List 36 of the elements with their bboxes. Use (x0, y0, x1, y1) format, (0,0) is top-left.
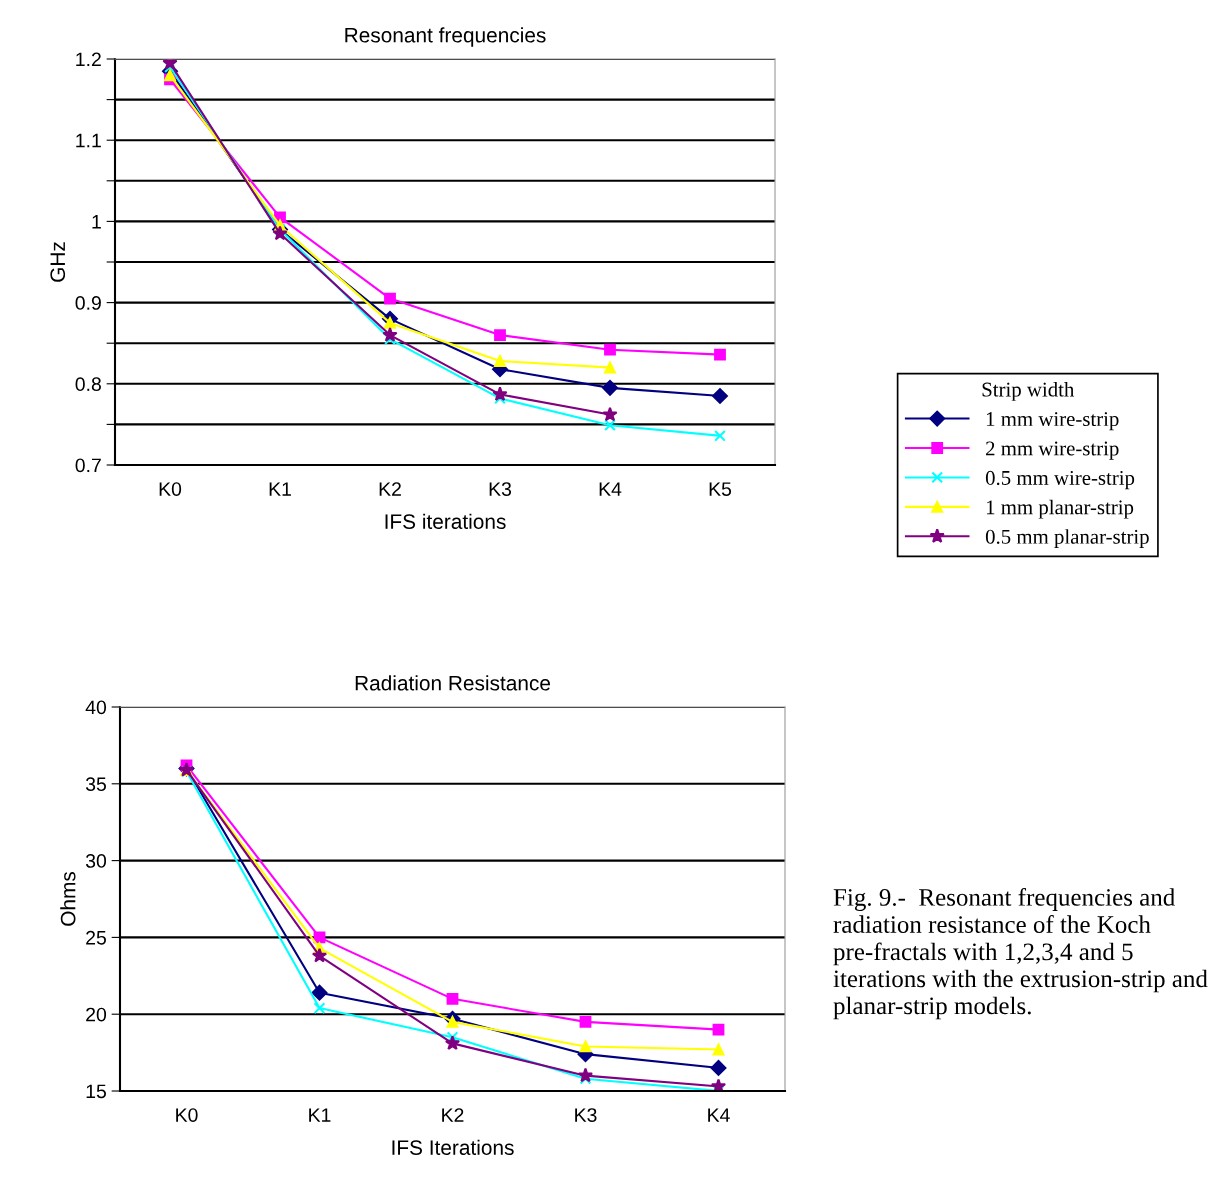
legend-label: 1 mm wire-strip (986, 412, 1119, 431)
x-tick-label: K4 (599, 482, 622, 496)
legend-label: 1 mm planar-strip (986, 499, 1134, 519)
y-tick-label: 0.9 (75, 296, 101, 310)
caption: Fig. 9.- Resonant frequencies and radiation resistance of the Koch pre-fractals with 1,2,3,4 and 5 iterations with the extrusion-strip and planar-strip models. (833, 888, 1208, 1020)
chart-title: Radiation Resistance (355, 675, 551, 691)
x-tick-label: K0 (159, 482, 182, 496)
y-tick-label: 0.8 (75, 377, 101, 392)
x-tick-label: K1 (269, 482, 291, 496)
x-tick-label: K2 (442, 1108, 464, 1122)
legend-title: Strip width (982, 381, 1075, 401)
y-tick-label: 40 (85, 700, 107, 715)
x-tick-label: K0 (176, 1108, 198, 1122)
y-axis-title: Ohms (60, 871, 76, 926)
y-tick-label: 1.2 (76, 52, 101, 67)
x-tick-label: K1 (309, 1108, 331, 1122)
x-axis-title: IFS Iterations (392, 1139, 514, 1155)
chart-title: Resonant frequencies (345, 27, 546, 47)
x-tick-label: K2 (379, 482, 401, 496)
x-tick-label: K3 (489, 482, 512, 496)
x-tick-label: K4 (708, 1108, 730, 1122)
y-tick-label: 20 (86, 1007, 107, 1022)
y-axis-title: GHz (50, 242, 66, 282)
y-tick-label: 35 (85, 777, 106, 792)
legend-label: 0.5 mm planar-strip (985, 529, 1149, 549)
y-tick-label: 1 (92, 215, 101, 229)
y-tick-label: 1.1 (76, 133, 101, 148)
legend-label: 0.5 mm wire-strip (985, 470, 1135, 490)
x-tick-label: K3 (575, 1108, 597, 1122)
y-tick-label: 0.7 (75, 458, 101, 473)
x-tick-label: K5 (709, 482, 732, 496)
x-axis-title: IFS iterations (385, 513, 506, 529)
legend-label: 2 mm wire-strip (986, 441, 1119, 460)
y-tick-label: 30 (85, 854, 107, 868)
y-tick-label: 25 (86, 930, 106, 945)
y-tick-label: 15 (86, 1084, 106, 1099)
